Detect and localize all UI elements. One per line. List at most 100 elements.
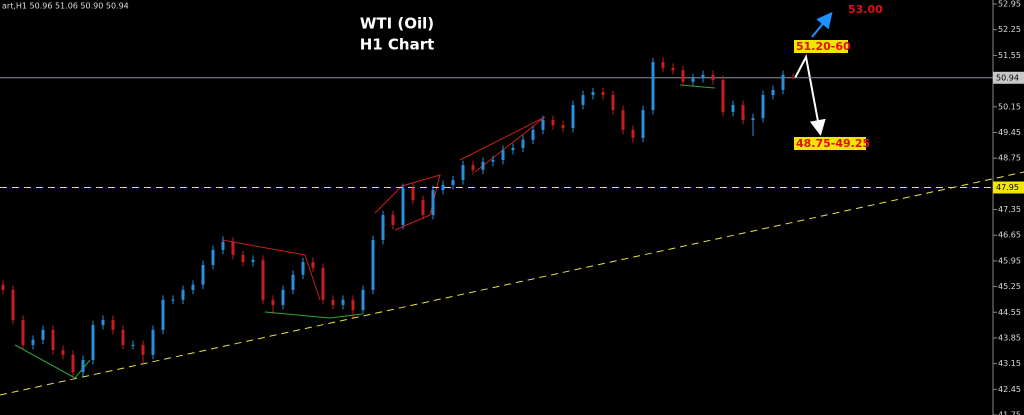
trend-line <box>0 171 1024 396</box>
candle-body <box>601 92 605 96</box>
candle-body <box>711 74 715 80</box>
candle-body <box>21 319 25 345</box>
annotation-box <box>794 137 866 150</box>
candle-body <box>311 261 315 268</box>
candle-body <box>521 139 525 148</box>
candle-body <box>671 67 675 71</box>
y-tick-label: 43.85 <box>998 333 1021 342</box>
level-label: 47.95 <box>996 183 1019 192</box>
candle-body <box>211 249 215 265</box>
candle-body <box>51 329 55 351</box>
candle-body <box>431 190 435 216</box>
y-tick-label: 52.95 <box>998 0 1021 9</box>
candle-body <box>531 129 535 140</box>
candle-body <box>461 165 465 181</box>
candle-body <box>261 259 265 300</box>
candle-body <box>251 259 255 262</box>
candle-body <box>441 184 445 191</box>
candle-body <box>661 62 665 68</box>
candle-body <box>641 110 645 138</box>
pattern-line <box>374 174 441 231</box>
candle-body <box>411 187 415 200</box>
y-tick-label: 49.45 <box>998 128 1021 137</box>
pattern-line <box>459 116 546 173</box>
y-tick-label: 46.65 <box>998 231 1021 240</box>
candle-body <box>571 104 575 129</box>
candle-body <box>81 359 85 373</box>
chart-subtitle: H1 Chart <box>360 36 435 54</box>
y-tick-label: 47.35 <box>998 205 1021 214</box>
candle-body <box>171 299 175 301</box>
candle-body <box>421 199 425 216</box>
candle-body <box>681 70 685 82</box>
candle-body <box>91 325 95 360</box>
candle-body <box>201 264 205 285</box>
candle-body <box>111 319 115 330</box>
candle-body <box>481 161 485 170</box>
candle-body <box>361 289 365 311</box>
annotation: 53.00 <box>848 3 883 16</box>
y-tick-label: 41.75 <box>998 411 1021 415</box>
annotation-box <box>794 40 848 53</box>
candle-body <box>141 344 145 355</box>
candle-body <box>501 150 505 160</box>
candle-body <box>191 284 195 290</box>
candle-body <box>691 78 695 82</box>
candle-body <box>331 299 335 305</box>
pattern-lines <box>14 84 716 379</box>
y-tick-label: 51.55 <box>998 51 1021 60</box>
candle-body <box>591 92 595 96</box>
candle-body <box>721 79 725 112</box>
y-tick-label: 42.45 <box>998 385 1021 394</box>
candle-body <box>241 255 245 262</box>
candle-body <box>271 299 275 305</box>
pattern-line <box>264 311 363 319</box>
annotation: 48.75-49.25 <box>796 137 870 150</box>
annotation: 51.20-60 <box>796 40 851 53</box>
candle-body <box>221 241 225 250</box>
candle-body <box>101 319 105 326</box>
target-arrow <box>811 11 833 38</box>
candle-body <box>31 339 35 345</box>
y-tick-label: 52.25 <box>998 25 1021 34</box>
y-tick-label: 43.15 <box>998 359 1021 368</box>
candle-body <box>651 62 655 111</box>
chart-info: art,H1 50.96 51.06 50.90 50.94 <box>2 2 129 11</box>
chart-title: WTI (Oil) <box>360 15 434 33</box>
candle-body <box>611 95 615 111</box>
y-tick-label: 44.55 <box>998 308 1021 317</box>
candle-body <box>41 329 45 340</box>
candle-body <box>511 147 515 151</box>
candle-body <box>751 118 755 120</box>
y-tick-label: 48.75 <box>998 154 1021 163</box>
level-label: 50.94 <box>996 73 1019 82</box>
y-tick-label: 50.15 <box>998 102 1021 111</box>
candle-body <box>341 299 345 305</box>
candle-body <box>281 289 285 305</box>
projection-arrow <box>794 53 826 136</box>
candle-body <box>181 289 185 300</box>
candle-body <box>781 74 785 90</box>
candle-body <box>351 299 355 311</box>
pattern-line <box>679 84 716 89</box>
candle-body <box>1 284 5 290</box>
candle-body <box>741 104 745 120</box>
candle-body <box>131 344 135 346</box>
candle-body <box>791 77 795 79</box>
candle-body <box>381 215 385 240</box>
candle-body <box>541 119 545 130</box>
pattern-line <box>221 239 321 301</box>
candle-body <box>761 95 765 119</box>
y-tick-label: 45.95 <box>998 256 1021 265</box>
candle-body <box>161 299 165 330</box>
candle-body <box>551 119 555 126</box>
candle-body <box>11 289 15 320</box>
y-tick-label: 45.25 <box>998 282 1021 291</box>
candle-body <box>491 159 495 162</box>
candle-body <box>391 215 395 225</box>
candle-body <box>61 350 65 355</box>
candle-body <box>701 74 705 79</box>
candle-body <box>151 329 155 355</box>
candle-body <box>581 95 585 105</box>
candle-body <box>731 104 735 112</box>
